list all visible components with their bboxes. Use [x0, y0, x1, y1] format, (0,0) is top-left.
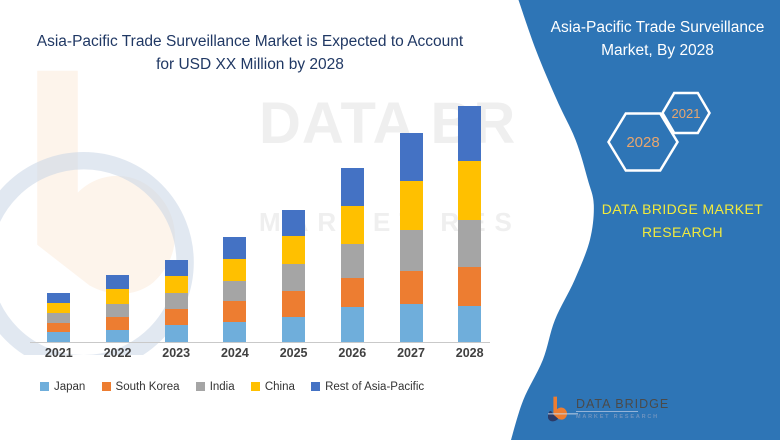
svg-text:2028: 2028 [626, 134, 659, 151]
svg-text:2021: 2021 [672, 106, 701, 121]
